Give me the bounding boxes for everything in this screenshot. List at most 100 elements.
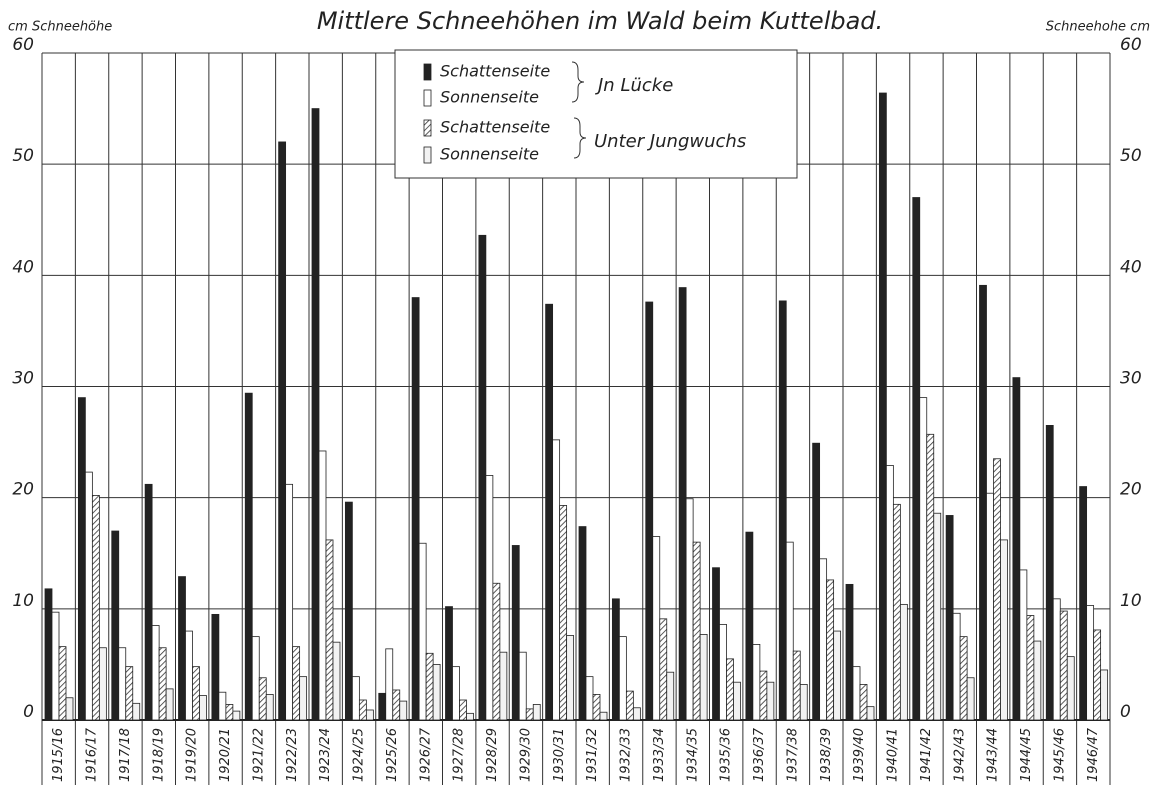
bar (218, 691, 227, 721)
bar (712, 567, 720, 721)
bar (185, 630, 193, 721)
x-tick-label: 1923/24 (318, 728, 333, 782)
y-tick-label: 30 (12, 369, 34, 389)
bar (719, 623, 727, 721)
bar (351, 676, 360, 721)
bar (826, 579, 835, 721)
bar (432, 664, 441, 721)
bar (292, 646, 301, 721)
bar (652, 536, 661, 721)
bar (899, 603, 908, 721)
bar (1093, 629, 1102, 721)
x-tick-label: 1927/28 (452, 728, 467, 782)
x-tick-label: 1940/41 (886, 728, 901, 782)
bar (111, 530, 120, 721)
bar (618, 636, 627, 721)
bar (251, 636, 260, 721)
bar (545, 303, 554, 721)
bar (866, 706, 875, 721)
y-axis-label: cm Schneehöhe (8, 20, 112, 35)
x-tick-label: 1945/46 (1052, 728, 1067, 782)
bar (445, 606, 453, 721)
bar (966, 677, 975, 721)
bar (585, 676, 594, 721)
bar (165, 688, 174, 721)
bar (878, 92, 887, 721)
bar (199, 695, 207, 721)
legend-swatch (423, 89, 432, 107)
bar (1059, 610, 1068, 721)
bar (1000, 539, 1008, 721)
bar (118, 647, 127, 721)
bar (566, 635, 575, 721)
legend-swatch (423, 146, 432, 164)
y-tick-label: 60 (12, 35, 34, 55)
bar (532, 704, 541, 721)
bar (885, 465, 894, 721)
x-tick-label: 1938/39 (819, 728, 834, 782)
bar (332, 641, 341, 721)
x-tick-label: 1930/31 (552, 728, 567, 782)
bar (632, 707, 641, 721)
x-tick-label: 1941/42 (919, 728, 934, 782)
bar (979, 284, 987, 721)
bar (912, 197, 921, 721)
y2-axis-label: Schneehohe cm (1046, 20, 1150, 35)
bar (1079, 486, 1088, 721)
bar (1086, 605, 1095, 721)
bar (492, 582, 501, 721)
x-tick-label: 1931/32 (585, 728, 600, 782)
y-tick-label: 10 (12, 591, 34, 611)
bar (792, 650, 801, 721)
bar (1052, 598, 1061, 721)
bar (385, 648, 394, 721)
x-tick-label: 1929/30 (518, 728, 533, 782)
bar (799, 684, 808, 721)
bar (84, 471, 93, 721)
bar (945, 515, 954, 721)
y2-tick-label: 0 (1120, 702, 1131, 722)
legend-label: Sonnenseite (440, 88, 539, 107)
bar (265, 694, 274, 721)
bar (478, 234, 487, 721)
y-tick-label: 0 (23, 702, 34, 722)
bar (325, 539, 334, 721)
bar (1019, 569, 1028, 721)
bar (685, 498, 694, 721)
y2-tick-label: 40 (1120, 257, 1142, 277)
bar (833, 630, 842, 721)
x-tick-label: 1928/29 (485, 728, 500, 782)
bar (592, 694, 601, 721)
bar (778, 300, 787, 721)
legend-label: Schattenseite (440, 62, 550, 81)
y-tick-label: 50 (12, 146, 34, 166)
bar (225, 704, 234, 721)
bar (1012, 377, 1021, 721)
x-tick-label: 1925/26 (385, 728, 400, 782)
x-tick-label: 1915/16 (51, 728, 66, 782)
bar (852, 666, 861, 721)
legend-label: Sonnenseite (440, 145, 539, 164)
legend-label: Schattenseite (440, 118, 550, 137)
x-tick-label: 1939/40 (852, 728, 867, 782)
bar (178, 576, 186, 721)
y2-tick-label: 30 (1120, 369, 1142, 389)
bar (819, 558, 828, 721)
bar (578, 526, 587, 721)
legend-brace (571, 61, 585, 103)
x-tick-label: 1934/35 (685, 728, 700, 782)
bar (485, 475, 494, 721)
x-tick-label: 1936/37 (752, 727, 767, 782)
bar (666, 671, 675, 721)
x-tick-label: 1916/17 (85, 727, 100, 782)
x-tick-label: 1924/25 (352, 728, 367, 782)
bar (892, 503, 901, 721)
bar (258, 677, 267, 721)
x-tick-label: 1918/19 (151, 728, 166, 782)
bar (144, 483, 153, 721)
bar (452, 666, 460, 721)
x-tick-label: 1944/45 (1019, 728, 1034, 782)
bar (812, 442, 821, 721)
x-tick-label: 1937/38 (785, 728, 800, 782)
bar (299, 676, 308, 721)
